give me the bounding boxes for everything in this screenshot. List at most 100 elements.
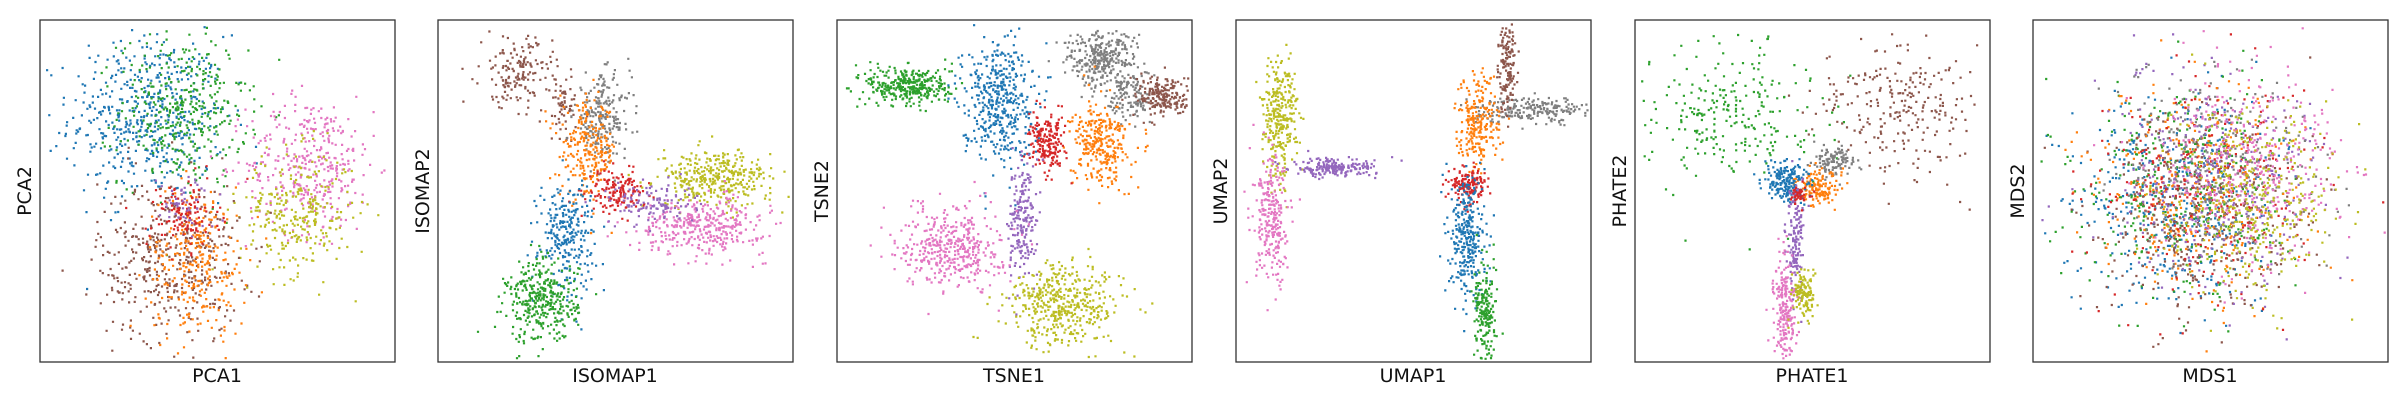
- scatter-point-cluster: [2093, 27, 2386, 304]
- scatter-series-3: [544, 78, 615, 235]
- scatter-point-cluster: [1022, 99, 1073, 185]
- scatter-point-cluster: [1274, 149, 1403, 181]
- scatter-series-4: [568, 160, 655, 222]
- scatter-point-cluster: [1006, 147, 1044, 316]
- scatter-point-cluster: [532, 74, 589, 142]
- scatter-point-cluster: [584, 173, 703, 233]
- scatter-point-cluster: [1460, 92, 1589, 130]
- scatter-series-5: [1753, 158, 1814, 206]
- pca-points: [46, 26, 386, 360]
- umap-axes-frame: [1235, 19, 1592, 363]
- scatter-point-cluster: [1753, 158, 1814, 206]
- scatter-series-9: [1789, 180, 1816, 212]
- scatter-point-cluster: [1121, 66, 1190, 126]
- tsne-y-axis-label: TSNE2: [811, 160, 833, 223]
- scatter-point-cluster: [2044, 56, 2312, 335]
- scatter-point-cluster: [1047, 29, 1141, 99]
- scatter-series-6: [1453, 67, 1511, 192]
- scatter-point-cluster: [1787, 33, 1979, 211]
- isomap-points: [461, 30, 790, 360]
- scatter-series-3: [1243, 123, 1301, 312]
- panel-isomap: ISOMAP1 ISOMAP2: [412, 19, 794, 387]
- scatter-point-cluster: [869, 180, 1034, 316]
- isomap-x-axis-label: ISOMAP1: [572, 365, 658, 387]
- phate-x-axis-label: PHATE1: [1776, 365, 1849, 387]
- scatter-series-8: [1787, 268, 1819, 329]
- mds-points: [2040, 27, 2386, 353]
- scatter-series-6: [1022, 99, 1073, 185]
- scatter-point-cluster: [46, 26, 258, 291]
- scatter-series-4: [1121, 66, 1190, 126]
- pca-y-axis-label: PCA2: [14, 166, 36, 216]
- tsne-points: [845, 24, 1190, 359]
- isomap-y-axis-label: ISOMAP2: [412, 148, 434, 234]
- scatter-series-2: [100, 26, 281, 257]
- scatter-point-cluster: [1255, 43, 1305, 209]
- scatter-series-2: [1787, 33, 1979, 211]
- panel-tsne: TSNE1 TSNE2: [811, 19, 1193, 387]
- umap-x-axis-label: UMAP1: [1380, 365, 1447, 387]
- scatter-series-9: [2136, 53, 2367, 332]
- scatter-point-cluster: [1062, 65, 1149, 205]
- umap-y-axis-label: UMAP2: [1210, 158, 1232, 225]
- scatter-series-6: [1783, 160, 1810, 323]
- scatter-point-cluster: [1765, 235, 1803, 360]
- phate-y-axis-label: PHATE2: [1609, 155, 1631, 228]
- scatter-point-cluster: [544, 78, 615, 235]
- scatter-series-1: [1255, 43, 1305, 209]
- scatter-series-3: [1806, 140, 1863, 186]
- scatter-series-6: [129, 170, 268, 360]
- scatter-point-cluster: [61, 141, 272, 359]
- mds-x-axis-label: MDS1: [2182, 365, 2237, 387]
- scatter-series-8: [1439, 161, 1495, 333]
- scatter-series-3: [2043, 56, 2333, 348]
- pca-x-axis-label: PCA1: [192, 365, 242, 387]
- scatter-point-cluster: [565, 57, 639, 182]
- tsne-x-axis-label: TSNE1: [982, 365, 1045, 387]
- scatter-point-cluster: [1104, 60, 1156, 128]
- mds-y-axis-label: MDS2: [2007, 163, 2029, 218]
- scatter-point-cluster: [845, 58, 964, 113]
- scatter-point-cluster: [100, 26, 281, 257]
- panel-mds: MDS1 MDS2: [2007, 19, 2389, 387]
- scatter-point-cluster: [1641, 33, 1852, 251]
- scatter-series-8: [869, 180, 1034, 316]
- pca-axes-frame: [39, 19, 396, 363]
- scatter-series-1: [845, 58, 964, 113]
- scatter-point-cluster: [211, 130, 380, 303]
- scatter-point-cluster: [1788, 162, 1849, 211]
- panel-pca: PCA1 PCA2: [14, 19, 396, 387]
- scatter-series-5: [61, 141, 272, 359]
- scatter-series-9: [972, 247, 1154, 359]
- scatter-point-cluster: [2136, 53, 2367, 332]
- scatter-series-5: [526, 159, 606, 331]
- scatter-point-cluster: [461, 30, 573, 116]
- scatter-series-8: [154, 175, 224, 238]
- isomap-axes-frame: [437, 19, 794, 363]
- scatter-point-cluster: [207, 84, 386, 248]
- scatter-point-cluster: [1787, 268, 1819, 329]
- scatter-point-cluster: [1470, 233, 1504, 360]
- scatter-series-3: [207, 84, 386, 248]
- scatter-series-2: [1274, 149, 1403, 181]
- umap-points: [1243, 23, 1589, 360]
- scatter-point-cluster: [526, 159, 606, 331]
- phate-axes-frame: [1634, 19, 1991, 363]
- scatter-series-5: [1062, 65, 1149, 205]
- scatter-series-9: [1470, 233, 1504, 360]
- scatter-series-8: [2093, 27, 2386, 304]
- scatter-series-2: [565, 57, 639, 182]
- scatter-series-4: [211, 130, 380, 303]
- scatter-point-cluster: [2043, 56, 2333, 348]
- scatter-point-cluster: [1806, 140, 1863, 186]
- scatter-point-cluster: [1453, 67, 1511, 192]
- scatter-series-5: [1496, 23, 1520, 128]
- scatter-point-cluster: [2041, 33, 2349, 341]
- scatter-series-4: [1788, 162, 1849, 211]
- scatter-point-cluster: [1243, 123, 1301, 312]
- scatter-series-7: [1765, 235, 1803, 360]
- scatter-point-cluster: [972, 247, 1154, 359]
- scatter-point-cluster: [476, 243, 598, 360]
- scatter-series-3: [1047, 29, 1156, 128]
- scatter-point-cluster: [1496, 23, 1520, 128]
